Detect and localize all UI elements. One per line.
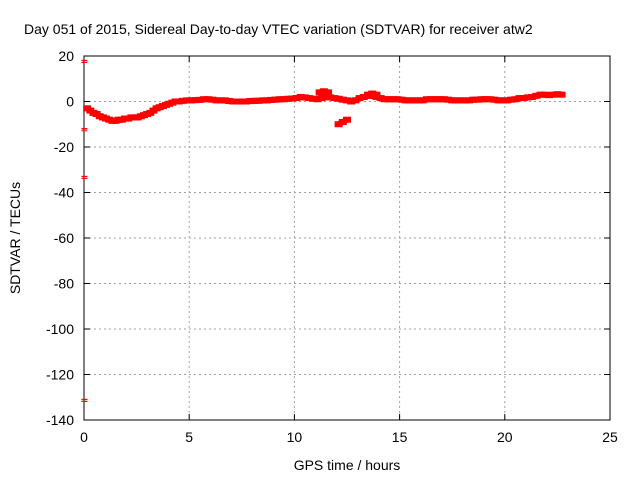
data-segment bbox=[316, 95, 323, 103]
data-segment bbox=[506, 96, 512, 104]
data-segment bbox=[353, 95, 362, 104]
chart-title: Day 051 of 2015, Sidereal Day-to-day VTE… bbox=[24, 21, 533, 37]
data-segment bbox=[346, 97, 352, 105]
data-segment bbox=[523, 94, 529, 102]
data-segment bbox=[350, 97, 357, 105]
x-tick-label: 5 bbox=[185, 429, 193, 445]
y-tick-label: -80 bbox=[54, 276, 74, 292]
y-tick-label: -100 bbox=[46, 321, 74, 337]
data-segment bbox=[535, 91, 542, 99]
data-segment bbox=[342, 96, 348, 104]
data-segment bbox=[199, 96, 205, 103]
data-segment bbox=[468, 96, 474, 104]
data-segment bbox=[178, 97, 184, 105]
data-segment bbox=[304, 94, 310, 102]
x-tick-label: 10 bbox=[287, 429, 303, 445]
data-segment bbox=[333, 95, 340, 102]
data-segment bbox=[337, 95, 344, 103]
data-segment bbox=[320, 94, 327, 101]
data-segment bbox=[447, 96, 453, 104]
y-tick-label: -140 bbox=[46, 412, 74, 428]
data-layer bbox=[81, 59, 566, 403]
y-tick-label: -40 bbox=[54, 185, 74, 201]
data-segment bbox=[421, 96, 428, 104]
data-segment bbox=[211, 96, 218, 104]
x-axis-label: GPS time / hours bbox=[294, 457, 401, 473]
data-segment bbox=[337, 119, 345, 127]
x-tick-label: 20 bbox=[497, 429, 513, 445]
data-segment bbox=[318, 88, 325, 96]
y-tick-label: -120 bbox=[46, 367, 74, 383]
data-segment bbox=[308, 95, 314, 102]
y-tick-label: -20 bbox=[54, 139, 74, 155]
data-segment bbox=[401, 96, 407, 104]
data-segment bbox=[358, 94, 365, 101]
data-segment bbox=[323, 88, 329, 96]
x-tick-label: 25 bbox=[602, 429, 618, 445]
data-segment bbox=[295, 94, 302, 101]
grid-layer bbox=[84, 56, 610, 420]
data-segment bbox=[531, 92, 538, 100]
data-segment bbox=[224, 97, 230, 105]
x-tick-label: 0 bbox=[80, 429, 88, 445]
data-segment bbox=[379, 95, 386, 103]
data-segment bbox=[371, 90, 378, 98]
y-tick-label: 0 bbox=[66, 94, 74, 110]
tick-layer: 0 5 10 15 20 25 20 0 -20 -40 -60 -80 -100 -120 -140 bbox=[46, 48, 618, 445]
data-segment bbox=[341, 117, 349, 125]
plot-border bbox=[83, 55, 611, 421]
y-tick-label: -60 bbox=[54, 230, 74, 246]
data-segment bbox=[367, 90, 374, 98]
y-tick-label: 20 bbox=[58, 48, 74, 64]
data-segment bbox=[329, 94, 335, 102]
y-axis-label: SDTVAR / TECUs bbox=[7, 182, 23, 294]
data-segment bbox=[493, 96, 499, 104]
x-tick-label: 15 bbox=[392, 429, 408, 445]
data-segment bbox=[514, 95, 521, 103]
